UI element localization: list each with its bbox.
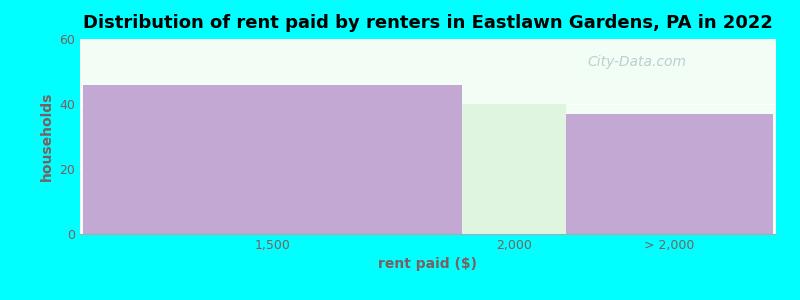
Title: Distribution of rent paid by renters in Eastlawn Gardens, PA in 2022: Distribution of rent paid by renters in … xyxy=(83,14,773,32)
X-axis label: rent paid ($): rent paid ($) xyxy=(378,257,478,272)
Y-axis label: households: households xyxy=(40,92,54,181)
Bar xyxy=(566,114,773,234)
Bar xyxy=(83,85,462,234)
Bar xyxy=(462,104,566,234)
Text: City-Data.com: City-Data.com xyxy=(587,56,686,69)
